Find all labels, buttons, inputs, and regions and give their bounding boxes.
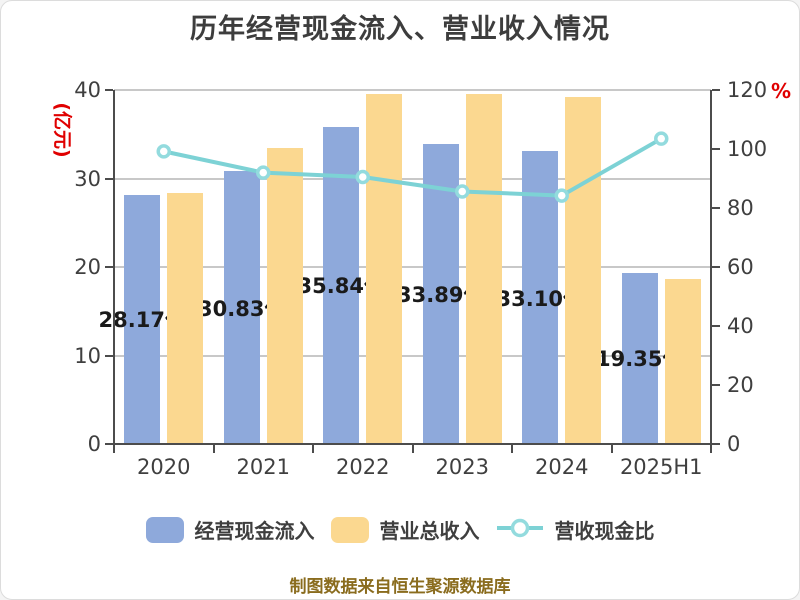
bar-total-revenue-2023[interactable] [465, 94, 502, 444]
x-axis-tick [212, 445, 215, 453]
cash-ratio-point [654, 131, 669, 146]
right-axis-tick [712, 207, 720, 209]
right-axis-tick [712, 325, 720, 327]
legend-label-cash-ratio: 营收现金比 [554, 519, 655, 543]
category-group: 30.83亿 [198, 147, 314, 444]
category-group: 33.10亿 [497, 97, 612, 444]
x-axis-label: 2024 [535, 455, 589, 479]
bar-cash-inflow-2022[interactable]: 35.84亿 [298, 126, 385, 444]
cash-ratio-point [156, 144, 171, 159]
x-axis-label: 2022 [336, 455, 390, 479]
legend-item-total-revenue[interactable]: 营业总收入 [330, 515, 480, 544]
left-axis-line [113, 90, 115, 444]
legend-item-cash-ratio[interactable]: 营收现金比 [496, 515, 655, 544]
left-axis-tick [105, 354, 113, 357]
legend-label-total-revenue: 营业总收入 [379, 519, 480, 543]
bar-cash-inflow-2025H1[interactable]: 19.35亿 [596, 272, 683, 444]
left-axis-tick [105, 266, 113, 268]
x-axis-tick [113, 445, 115, 453]
legend-item-cash-inflow[interactable]: 经营现金流入 [145, 515, 315, 544]
bar-total-revenue-2021[interactable] [266, 147, 303, 444]
left-axis-tick-label: 10 [74, 343, 101, 368]
bar-cash-inflow-2020[interactable]: 28.17亿 [99, 194, 186, 444]
bar-total-revenue-2022[interactable] [366, 93, 403, 444]
legend: 经营现金流入 营业总收入 营收现金比 [1, 515, 799, 544]
left-axis-tick-label: 30 [74, 166, 101, 191]
gridline [114, 89, 711, 91]
x-axis-tick [511, 445, 513, 453]
left-axis-tick-label: 20 [74, 255, 101, 279]
right-axis-line [710, 90, 712, 444]
left-axis-tick [105, 177, 113, 180]
gridline [114, 354, 711, 357]
x-axis-label: 2023 [435, 455, 489, 479]
gridline [114, 266, 711, 268]
bar-total-revenue-2024[interactable] [565, 97, 602, 444]
cash-inflow-swatch-icon [145, 516, 184, 543]
line-marker-icon [496, 516, 544, 544]
bar-cash-inflow-2023[interactable]: 33.89亿 [397, 144, 484, 444]
left-axis-tick-label: 0 [87, 432, 101, 456]
right-axis-unit-label: % [771, 79, 792, 103]
chart-title: 历年经营现金流入、营业收入情况 [190, 14, 610, 45]
data-source-footer: 制图数据来自恒生聚源数据库 [289, 577, 511, 597]
x-axis-tick [411, 445, 414, 453]
bar-cash-inflow-2021[interactable]: 30.83亿 [198, 171, 285, 444]
line-marker-glyph [496, 518, 543, 537]
left-axis-unit-label: (亿元) [51, 102, 73, 158]
right-axis-tick-label: 80 [727, 196, 754, 220]
bar-total-revenue-2025H1[interactable] [664, 278, 701, 444]
left-axis-tick-label: 40 [74, 78, 101, 102]
x-axis-label: 2020 [137, 455, 191, 479]
category-group: 19.35亿 [596, 272, 712, 444]
right-axis-tick [712, 89, 720, 91]
right-axis-tick [712, 384, 720, 386]
bar-cash-inflow-2024[interactable]: 33.10亿 [497, 151, 584, 444]
x-axis-tick [610, 445, 613, 453]
left-axis-tick [105, 89, 113, 91]
left-axis-tick [105, 443, 113, 445]
right-axis-tick [712, 266, 720, 268]
right-axis-tick [712, 443, 720, 445]
x-axis-line [113, 443, 712, 445]
right-axis-tick-label: 60 [727, 255, 754, 279]
right-axis-tick-label: 20 [727, 373, 754, 397]
x-axis-label: 2021 [236, 455, 290, 479]
category-group: 35.84亿 [298, 93, 413, 444]
right-axis-tick-label: 120 [727, 78, 768, 102]
total-revenue-swatch-icon [330, 516, 369, 543]
right-axis-tick-label: 40 [727, 314, 754, 338]
bar-total-revenue-2020[interactable] [167, 192, 204, 444]
plot-area: 28.17亿 30.83亿 35.84亿 33.89亿 33.10亿 19.35亿 [99, 89, 712, 444]
right-axis-tick-label: 100 [727, 137, 768, 161]
x-axis-tick [312, 445, 314, 453]
x-axis-tick [710, 445, 712, 453]
category-group: 33.89亿 [397, 94, 513, 444]
right-axis-tick [712, 148, 720, 150]
right-axis-tick-label: 0 [727, 432, 741, 456]
x-axis-label: 2025H1 [619, 455, 703, 479]
legend-label-cash-inflow: 经营现金流入 [194, 519, 315, 543]
category-group: 28.17亿 [99, 192, 214, 444]
